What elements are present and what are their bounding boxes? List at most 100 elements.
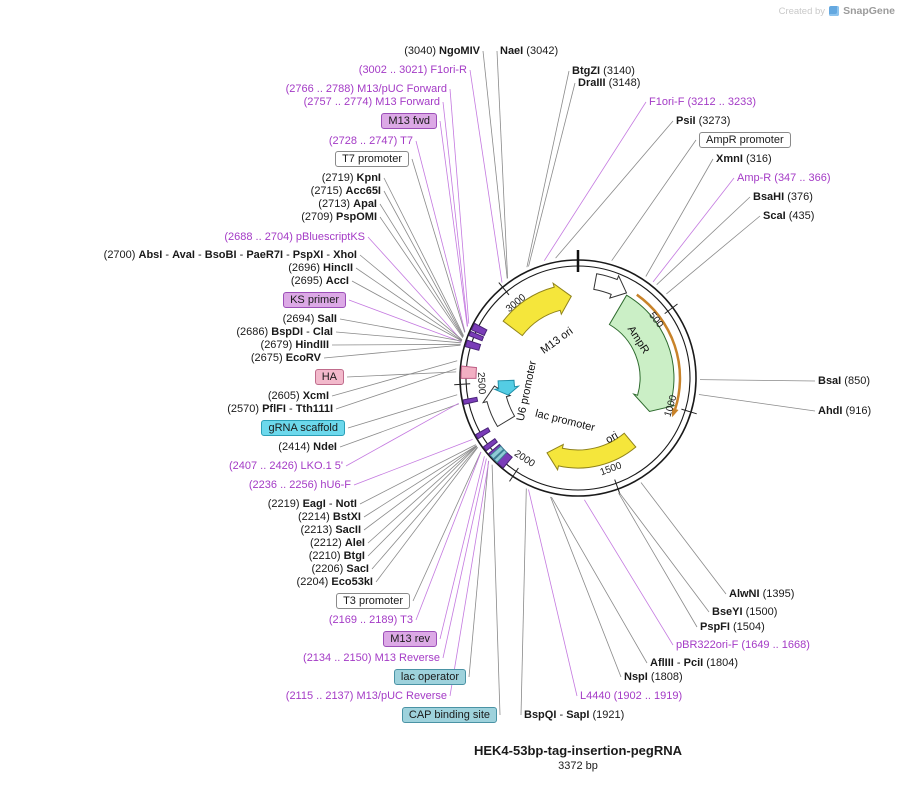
- primer-block-m13fwd[interactable]: [470, 322, 488, 337]
- label-bstxi-name: BstXI: [332, 510, 361, 523]
- connector-ndei: [339, 403, 459, 448]
- label-btgi[interactable]: (2210) BtgI: [309, 550, 365, 562]
- label-afliii-pcii-name: AflIII: [650, 656, 674, 669]
- label-ha[interactable]: HA: [314, 368, 344, 386]
- label-amp-r[interactable]: Amp-R (347 .. 366): [737, 172, 831, 184]
- watermark-created-by: Created by: [778, 5, 826, 17]
- label-pspomi[interactable]: (2709) PspOMI: [301, 211, 377, 223]
- label-afliii-pcii-name: PciI: [683, 656, 704, 669]
- connector-eco53ki: [375, 447, 479, 583]
- label-hindiii[interactable]: (2679) HindIII: [261, 339, 329, 351]
- label-ahdi-text: (916): [842, 404, 872, 417]
- label-alwni-text: (1395): [759, 587, 795, 600]
- label-pflfi-tth111i[interactable]: (2570) PflFI - Tth111I: [227, 403, 333, 415]
- label-scai[interactable]: ScaI (435): [763, 210, 814, 222]
- label-bseyi[interactable]: BseYI (1500): [712, 606, 777, 618]
- label-btgzi-text: (3140): [600, 64, 635, 77]
- plasmid-name: HEK4-53bp-tag-insertion-pegRNA: [473, 743, 682, 758]
- label-btgzi[interactable]: BtgZI (3140): [572, 65, 635, 77]
- label-eagi-noti[interactable]: (2219) EagI - NotI: [268, 498, 357, 510]
- label-m13puc-forward[interactable]: (2766 .. 2788) M13/pUC Forward: [286, 83, 447, 95]
- connector-nspi: [550, 496, 622, 678]
- label-f1ori-f[interactable]: F1ori-F (3212 .. 3233): [649, 96, 756, 108]
- label-m13-rev[interactable]: M13 rev: [383, 630, 437, 648]
- label-bstxi[interactable]: (2214) BstXI: [298, 511, 361, 523]
- label-l4440[interactable]: L4440 (1902 .. 1919): [580, 690, 682, 702]
- label-ampr-promoter[interactable]: AmpR promoter: [699, 131, 791, 149]
- connector-acci: [351, 280, 462, 342]
- label-xhoi-group-name: BsoBI: [204, 248, 237, 261]
- label-saci[interactable]: (2206) SacI: [312, 563, 370, 575]
- label-t7[interactable]: (2728 .. 2747) T7: [329, 135, 413, 147]
- label-ahdi[interactable]: AhdI (916): [818, 405, 871, 417]
- primer-block-t3[interactable]: [482, 438, 499, 452]
- label-xhoi-group[interactable]: (2700) AbsI - AvaI - BsoBI - PaeR7I - Ps…: [104, 249, 357, 261]
- label-draiii[interactable]: DraIII (3148): [578, 77, 640, 89]
- label-cap-binding-site[interactable]: CAP binding site: [401, 706, 497, 724]
- label-m13-forward[interactable]: (2757 .. 2774) M13 Forward: [304, 96, 440, 108]
- label-hincii[interactable]: (2696) HincII: [288, 262, 353, 274]
- label-acc65i-text: (2715): [310, 184, 346, 197]
- label-lko1-5[interactable]: (2407 .. 2426) LKO.1 5': [229, 460, 343, 472]
- primer-block-ks[interactable]: [464, 339, 482, 351]
- primer-block-lko1[interactable]: [462, 396, 479, 406]
- label-ndei[interactable]: (2414) NdeI: [278, 441, 337, 453]
- ampr-promoter-arrow[interactable]: [593, 273, 628, 299]
- label-bspdi-clai[interactable]: (2686) BspDI - ClaI: [236, 326, 333, 338]
- label-naei[interactable]: NaeI (3042): [500, 45, 558, 57]
- label-sali[interactable]: (2694) SalI: [283, 313, 337, 325]
- label-t7-promoter[interactable]: T7 promoter: [335, 150, 409, 168]
- label-m13puc-reverse-text: (2115 .. 2137) M13/pUC Reverse: [285, 689, 447, 702]
- plasmid-title-block: HEK4-53bp-tag-insertion-pegRNA 3372 bp: [418, 743, 738, 772]
- label-f1ori-r[interactable]: (3002 .. 3021) F1ori-R: [359, 64, 467, 76]
- label-bspqi-sapi-name: BspQI: [524, 708, 557, 721]
- label-bspqi-sapi[interactable]: BspQI - SapI (1921): [524, 709, 624, 721]
- label-xmni[interactable]: XmnI (316): [716, 153, 772, 165]
- label-pbluescriptks[interactable]: (2688 .. 2704) pBluescriptKS: [224, 231, 365, 243]
- primer-block-hu6f[interactable]: [474, 427, 491, 440]
- label-xcmi[interactable]: (2605) XcmI: [268, 390, 329, 402]
- label-pbr322ori-f[interactable]: pBR322ori-F (1649 .. 1668): [676, 639, 810, 651]
- ampr-direction-arc[interactable]: [636, 293, 682, 410]
- label-nspi[interactable]: NspI (1808): [624, 671, 683, 683]
- label-bsai[interactable]: BsaI (850): [818, 375, 870, 387]
- label-acci[interactable]: (2695) AccI: [291, 275, 349, 287]
- label-m13-rev-text: M13 rev: [390, 632, 430, 645]
- label-alei[interactable]: (2212) AleI: [310, 537, 365, 549]
- label-m13-reverse[interactable]: (2134 .. 2150) M13 Reverse: [303, 652, 440, 664]
- label-lac-operator[interactable]: lac operator: [393, 668, 466, 686]
- label-ecorv[interactable]: (2675) EcoRV: [251, 352, 321, 364]
- label-psii[interactable]: PsiI (3273): [676, 115, 730, 127]
- feature-label-ori[interactable]: ori: [604, 430, 621, 447]
- snapgene-logo-icon: [829, 6, 840, 16]
- label-eco53ki[interactable]: (2204) Eco53kI: [297, 576, 373, 588]
- label-t3[interactable]: (2169 .. 2189) T3: [329, 614, 413, 626]
- m13-ori-arrow[interactable]: [502, 281, 572, 337]
- ha-block[interactable]: [460, 365, 478, 379]
- label-ks-primer[interactable]: KS primer: [283, 291, 346, 309]
- label-m13puc-reverse[interactable]: (2115 .. 2137) M13/pUC Reverse: [286, 690, 447, 702]
- ori-arrow[interactable]: [546, 432, 637, 472]
- grna-scaffold-arrow[interactable]: [492, 379, 521, 396]
- connector-m13-rev: [439, 456, 485, 640]
- connector-alwni: [640, 482, 727, 595]
- label-acc65i[interactable]: (2715) Acc65I: [311, 185, 381, 197]
- label-sacii[interactable]: (2213) SacII: [300, 524, 361, 536]
- label-t3-promoter[interactable]: T3 promoter: [336, 592, 410, 610]
- primer-block-t7[interactable]: [468, 330, 485, 342]
- lac-operator-block[interactable]: [489, 445, 505, 460]
- cap-binding-site-block[interactable]: [493, 449, 508, 464]
- label-kpni[interactable]: (2719) KpnI: [322, 172, 381, 184]
- label-alwni[interactable]: AlwNI (1395): [729, 588, 794, 600]
- label-pspomi-name: PspOMI: [336, 210, 377, 223]
- label-apai[interactable]: (2713) ApaI: [318, 198, 377, 210]
- label-afliii-pcii[interactable]: AflIII - PciI (1804): [650, 657, 738, 669]
- label-ngomiv[interactable]: (3040) NgoMIV: [404, 45, 480, 57]
- label-grna-scaffold[interactable]: gRNA scaffold: [261, 419, 345, 437]
- label-m13-fwd[interactable]: M13 fwd: [381, 112, 437, 130]
- ampr-arrow[interactable]: [608, 294, 677, 413]
- label-bsahi[interactable]: BsaHI (376): [753, 191, 813, 203]
- label-hu6-f[interactable]: (2236 .. 2256) hU6-F: [249, 479, 351, 491]
- label-pspfi[interactable]: PspFI (1504): [700, 621, 765, 633]
- connector-ks-primer: [348, 299, 462, 343]
